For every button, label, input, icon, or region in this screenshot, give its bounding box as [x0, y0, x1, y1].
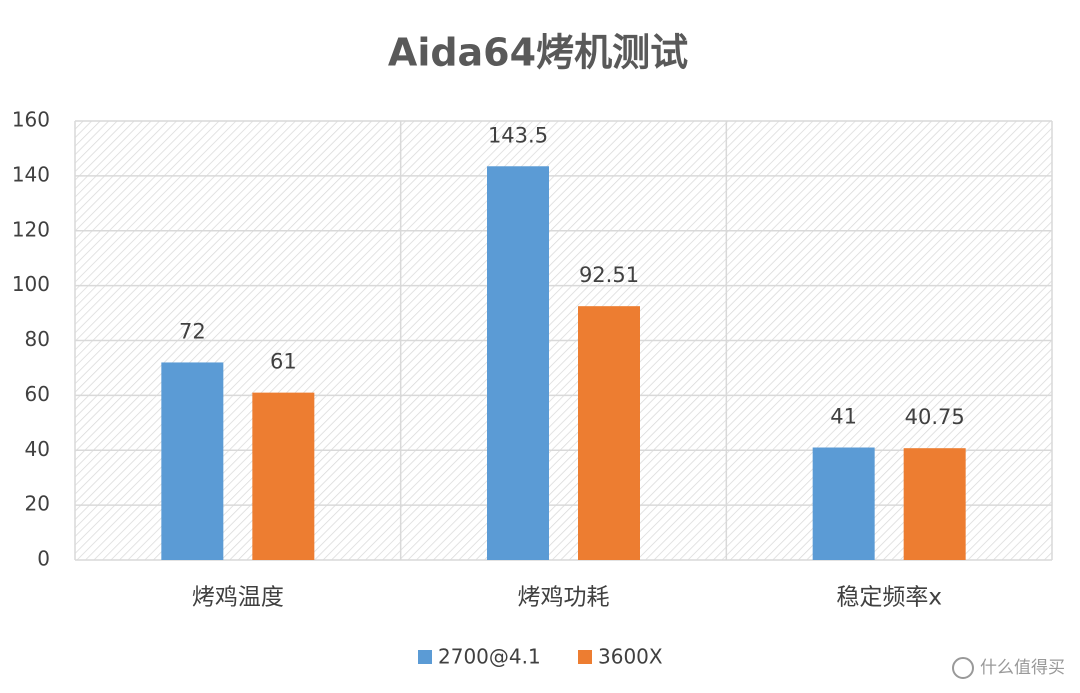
y-tick-label: 140 [12, 162, 50, 186]
y-tick-label: 120 [12, 217, 50, 241]
legend-swatch [418, 650, 432, 664]
y-tick-label: 60 [25, 382, 50, 406]
data-label: 143.5 [488, 123, 548, 147]
data-label: 61 [270, 350, 297, 374]
bar [812, 447, 875, 560]
y-tick-label: 20 [25, 492, 50, 516]
data-label: 92.51 [579, 263, 639, 287]
bar [161, 362, 224, 560]
y-tick-label: 40 [25, 437, 50, 461]
bar [252, 392, 315, 560]
bar [578, 306, 640, 560]
x-tick-label: 烤鸡功耗 [518, 585, 610, 611]
data-label: 40.75 [905, 405, 965, 429]
data-label: 41 [830, 405, 857, 429]
y-tick-label: 100 [12, 272, 50, 296]
chart-title: Aida64烤机测试 [388, 31, 688, 75]
legend-swatch [578, 650, 592, 664]
bar [487, 166, 549, 560]
legend-label: 2700@4.1 [438, 645, 541, 669]
bar [903, 448, 966, 560]
watermark-icon [952, 657, 974, 679]
data-label: 72 [179, 319, 206, 343]
watermark: 什么值得买 [980, 658, 1065, 678]
legend-label: 3600X [598, 645, 663, 669]
x-tick-label: 稳定频率x [836, 585, 942, 611]
y-tick-label: 0 [37, 547, 50, 571]
y-tick-label: 80 [25, 327, 50, 351]
y-tick-label: 160 [12, 108, 50, 132]
x-tick-label: 烤鸡温度 [192, 585, 284, 611]
